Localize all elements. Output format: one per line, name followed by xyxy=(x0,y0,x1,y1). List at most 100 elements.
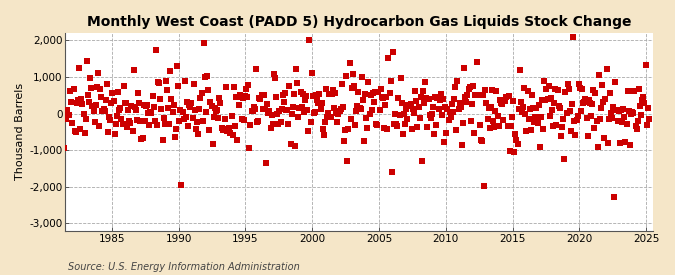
Point xyxy=(250,67,261,72)
Point xyxy=(195,96,206,100)
Point xyxy=(418,89,429,93)
Point xyxy=(478,93,489,98)
Point xyxy=(288,104,298,109)
Point xyxy=(94,123,105,128)
Point xyxy=(437,97,448,101)
Point xyxy=(269,72,279,76)
Point xyxy=(541,87,552,91)
Point xyxy=(495,101,506,105)
Point xyxy=(586,114,597,118)
Point xyxy=(127,129,138,134)
Point xyxy=(219,128,230,132)
Point xyxy=(405,102,416,106)
Point xyxy=(411,99,422,103)
Point xyxy=(178,117,189,121)
Point xyxy=(599,136,610,140)
Point xyxy=(126,104,137,109)
Point xyxy=(65,89,76,94)
Point xyxy=(336,82,347,86)
Point xyxy=(626,112,637,116)
Point xyxy=(492,114,503,118)
Point xyxy=(326,92,337,97)
Point xyxy=(180,114,191,119)
Point xyxy=(533,103,544,108)
Point xyxy=(80,117,91,121)
Point xyxy=(504,94,514,99)
Point xyxy=(605,111,616,116)
Point xyxy=(414,116,425,120)
Point xyxy=(461,100,472,104)
Point xyxy=(352,103,362,108)
Point xyxy=(142,111,153,115)
Point xyxy=(146,111,157,115)
Point xyxy=(277,93,288,97)
Point xyxy=(295,90,306,94)
Point xyxy=(494,97,505,102)
Point xyxy=(619,114,630,119)
Point xyxy=(580,96,591,101)
Point xyxy=(562,82,573,87)
Point xyxy=(425,113,435,117)
Point xyxy=(471,93,482,97)
Point xyxy=(480,88,491,93)
Point xyxy=(370,90,381,94)
Point xyxy=(183,123,194,128)
Point xyxy=(528,106,539,110)
Point xyxy=(412,125,423,130)
Point xyxy=(396,76,406,80)
Point xyxy=(209,106,220,110)
Point xyxy=(389,111,400,116)
Point xyxy=(230,123,240,128)
Point xyxy=(547,124,558,128)
Point xyxy=(238,117,249,122)
Point xyxy=(408,106,418,111)
Point xyxy=(574,86,585,90)
Point xyxy=(136,137,147,142)
Point xyxy=(207,142,218,147)
Point xyxy=(479,183,489,188)
Point xyxy=(199,75,210,79)
Point xyxy=(475,138,486,142)
Point xyxy=(231,95,242,99)
Point xyxy=(490,109,501,113)
Point xyxy=(95,87,106,91)
Point xyxy=(401,107,412,111)
Point xyxy=(620,139,631,144)
Point xyxy=(583,97,594,102)
Point xyxy=(634,104,645,109)
Point xyxy=(331,111,342,116)
Point xyxy=(358,138,369,143)
Point xyxy=(114,108,125,112)
Point xyxy=(611,108,622,112)
Point xyxy=(432,96,443,100)
Point xyxy=(202,87,213,92)
Point xyxy=(385,79,396,83)
Point xyxy=(151,48,161,52)
Point xyxy=(384,91,395,96)
Point xyxy=(74,66,84,70)
Point xyxy=(468,84,479,88)
Point xyxy=(329,91,340,95)
Point xyxy=(298,109,309,114)
Point xyxy=(591,119,602,124)
Point xyxy=(86,86,97,90)
Point xyxy=(99,108,110,113)
Point xyxy=(442,107,453,112)
Point xyxy=(168,102,179,107)
Point xyxy=(363,80,374,84)
Point xyxy=(399,111,410,116)
Point xyxy=(361,116,372,120)
Point xyxy=(512,142,523,146)
Point xyxy=(317,101,327,106)
Point xyxy=(290,144,300,148)
Point xyxy=(513,106,524,111)
Point xyxy=(171,64,182,68)
Point xyxy=(234,103,245,108)
Point xyxy=(200,110,211,114)
Point xyxy=(572,114,583,118)
Point xyxy=(70,129,81,134)
Point xyxy=(630,124,641,128)
Point xyxy=(161,79,171,83)
Point xyxy=(459,66,470,70)
Point xyxy=(105,118,115,122)
